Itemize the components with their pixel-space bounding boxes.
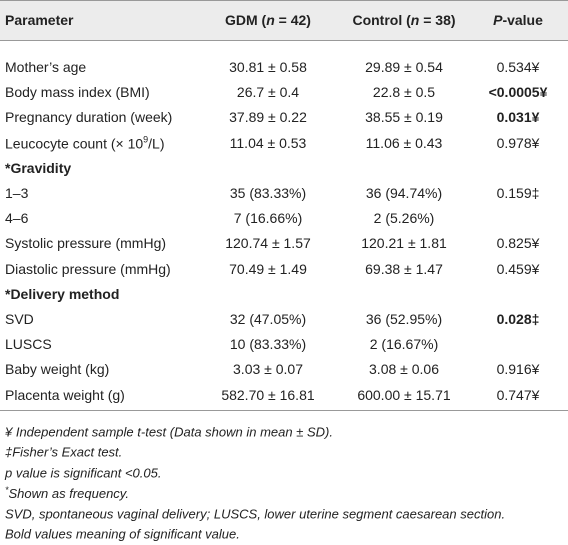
cell-value: 3.08 ± 0.06: [369, 361, 439, 378]
cell-value: 600.00 ± 15.71: [357, 386, 451, 403]
text-part: 9: [143, 134, 149, 145]
text-part: n: [410, 12, 420, 28]
text-part: P: [493, 12, 503, 28]
cell-value: 38.55 ± 0.19: [365, 109, 443, 126]
footnote: Bold values meaning of significant value…: [5, 526, 240, 542]
text-part: /L): [148, 134, 165, 151]
text-part: *: [5, 485, 9, 496]
cell-value: <0.0005¥: [488, 84, 548, 101]
cell-value: 0.916¥: [496, 361, 540, 378]
footnote: ‡Fisher’s Exact test.: [5, 444, 123, 460]
section-label: *Delivery method: [5, 285, 120, 302]
cell-value: 120.74 ± 1.57: [225, 235, 311, 252]
section-label: *Gravidity: [5, 159, 72, 176]
cell-value: 7 (16.66%): [233, 210, 303, 227]
cell-value: 10 (83.33%): [229, 336, 307, 353]
row-label: 1–3: [5, 185, 29, 201]
row-label: Body mass index (BMI): [5, 84, 150, 101]
row-label: Mother’s age: [5, 59, 87, 75]
top-rule: [0, 0, 568, 1]
row-label: Placenta weight (g): [5, 386, 125, 403]
cell-value: 36 (52.95%): [365, 311, 443, 327]
bottom-rule: [0, 410, 568, 411]
footnote: SVD, spontaneous vaginal delivery; LUSCS…: [5, 506, 506, 522]
header-rule: [0, 40, 568, 41]
cell-value: 70.49 ± 1.49: [229, 260, 307, 277]
text-part: -value: [502, 12, 543, 28]
header-cell: Control (n = 38): [339, 12, 469, 28]
cell-value: 0.031¥: [496, 109, 540, 126]
text-part: n: [266, 12, 275, 28]
header-cell: P-value: [453, 12, 568, 28]
text-part: = 38): [419, 12, 456, 28]
cell-value: 32 (47.05%): [229, 311, 307, 327]
text-part: Control (: [352, 12, 411, 28]
text-part: Leucocyte count (× 10: [5, 134, 144, 151]
cell-value: 3.03 ± 0.07: [233, 361, 303, 378]
cell-value: 2 (16.67%): [369, 336, 439, 353]
row-label: Pregnancy duration (week): [5, 109, 173, 126]
row-label: 4–6: [5, 210, 29, 227]
header-cell: GDM (n = 42): [203, 12, 333, 28]
text-part: Shown as frequency.: [8, 486, 129, 502]
row-label: Leucocyte count (× 109/L): [5, 134, 165, 151]
row-label: Baby weight (kg): [5, 361, 110, 378]
cell-value: 37.89 ± 0.22: [229, 109, 307, 126]
row-label: SVD: [5, 311, 34, 327]
cell-value: 2 (5.26%): [373, 210, 435, 227]
cell-value: 30.81 ± 0.58: [229, 59, 307, 75]
cell-value: 29.89 ± 0.54: [365, 59, 443, 75]
row-label: Diastolic pressure (mmHg): [5, 260, 171, 277]
row-label: Systolic pressure (mmHg): [5, 235, 167, 252]
cell-value: 0.159‡: [496, 185, 540, 201]
cell-value: 0.978¥: [496, 134, 540, 151]
row-label: LUSCS: [5, 336, 52, 353]
cell-value: 0.747¥: [496, 386, 540, 403]
cell-value: 69.38 ± 1.47: [365, 260, 443, 277]
cell-value: 582.70 ± 16.81: [221, 386, 315, 403]
header-bg: [0, 0, 568, 40]
cell-value: 11.06 ± 0.43: [365, 134, 443, 151]
text-part: = 42): [274, 12, 311, 28]
cell-value: 22.8 ± 0.5: [372, 84, 436, 101]
footnote: ¥ Independent sample t-test (Data shown …: [5, 424, 333, 440]
cell-value: 26.7 ± 0.4: [236, 84, 300, 101]
footnote: p value is significant <0.05.: [5, 465, 162, 481]
cell-value: 0.534¥: [496, 59, 540, 75]
cell-value: 36 (94.74%): [365, 185, 443, 201]
cell-value: 0.825¥: [496, 235, 540, 252]
text-part: GDM (: [225, 12, 267, 28]
cell-value: 120.21 ± 1.81: [361, 235, 447, 252]
cell-value: 0.028‡: [496, 311, 540, 327]
cell-value: 0.459¥: [496, 260, 540, 277]
cell-value: 35 (83.33%): [229, 185, 307, 201]
cell-value: 11.04 ± 0.53: [229, 134, 307, 151]
header-cell: Parameter: [5, 12, 74, 28]
footnote: *Shown as frequency.: [5, 485, 129, 501]
